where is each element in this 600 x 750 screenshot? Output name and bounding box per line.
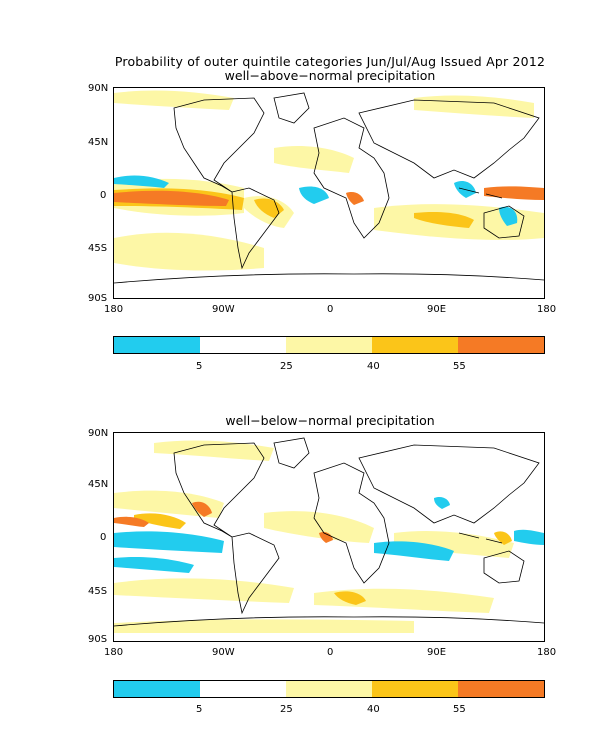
shade-gold xyxy=(494,531,512,545)
greenland-outline xyxy=(273,437,310,469)
colorbar-1-bin-white xyxy=(200,337,286,353)
shade-yellow xyxy=(394,531,514,558)
shade-gold xyxy=(134,513,186,529)
europe-africa-outline xyxy=(313,462,390,584)
colorbar-1-bin-orange xyxy=(458,337,544,353)
panel-1-xtick-180e: 180 xyxy=(537,304,557,315)
panel-1-ytick-90n: 90N xyxy=(88,83,109,94)
panel-1-map-svg xyxy=(114,90,544,284)
shade-cyan xyxy=(114,531,224,553)
colorbar-1-label-40: 40 xyxy=(367,361,380,372)
greenland-outline xyxy=(273,92,310,124)
colorbar-2-bin-cyan xyxy=(114,681,200,697)
north-america-outline xyxy=(173,97,265,193)
antarctica-outline xyxy=(114,616,544,627)
panel-2-ytick-45s: 45S xyxy=(88,586,108,597)
panel-2-xtick-90w: 90W xyxy=(212,647,235,658)
europe-africa-outline xyxy=(313,117,390,239)
panel-2-xtick-90e: 90E xyxy=(427,647,447,658)
panel-1-ytick-45s: 45S xyxy=(88,243,108,254)
indonesia-outline xyxy=(458,532,503,544)
shade-cyan xyxy=(114,556,194,573)
shade-yellow xyxy=(114,619,414,633)
shade-yellow xyxy=(114,232,264,271)
shade-gold xyxy=(254,198,284,218)
shade-yellow xyxy=(414,95,534,118)
shade-yellow xyxy=(114,578,294,603)
colorbar-2-bin-lightyellow xyxy=(286,681,372,697)
panel-1-xtick-0: 0 xyxy=(327,304,334,315)
panel-1-xtick-90w: 90W xyxy=(212,304,235,315)
panel-2-ytick-90s: 90S xyxy=(88,634,108,645)
panel-2-xtick-180e: 180 xyxy=(537,647,557,658)
panel-2-shading xyxy=(114,440,544,633)
colorbar-2-bin-white xyxy=(200,681,286,697)
panel-1-subtitle: well−above−normal precipitation xyxy=(224,68,436,83)
colorbar-1-bin-gold xyxy=(372,337,458,353)
south-america-outline xyxy=(231,532,280,615)
panel-1-xtick-90e: 90E xyxy=(427,304,447,315)
shade-orange xyxy=(114,190,229,206)
shade-cyan xyxy=(434,496,450,509)
shade-cyan xyxy=(499,206,518,226)
asia-outline xyxy=(358,444,540,524)
panel-2-ytick-45n: 45N xyxy=(88,479,109,490)
indonesia-outline xyxy=(458,187,503,199)
colorbar-1-label-5: 5 xyxy=(196,361,203,372)
shade-gold xyxy=(414,211,474,228)
shade-orange xyxy=(319,531,333,543)
panel-1-colorbar xyxy=(113,336,545,354)
shade-orange xyxy=(484,186,544,200)
shade-yellow xyxy=(274,146,354,173)
panel-1-coastlines xyxy=(114,92,544,284)
shade-gold xyxy=(334,591,366,605)
shade-yellow xyxy=(264,511,374,543)
panel-1-map xyxy=(113,87,545,299)
shade-cyan xyxy=(374,541,454,561)
figure-title: Probability of outer quintile categories… xyxy=(114,54,546,69)
shade-orange xyxy=(346,191,364,205)
panel-2-ytick-0: 0 xyxy=(100,532,107,543)
colorbar-2-label-5: 5 xyxy=(196,704,203,715)
australia-outline xyxy=(483,550,525,584)
panel-2-coastlines xyxy=(114,437,544,627)
panel-2-colorbar xyxy=(113,680,545,698)
colorbar-1-bin-cyan xyxy=(114,337,200,353)
panel-2-ytick-90n: 90N xyxy=(88,428,109,439)
panel-2-xtick-180w: 180 xyxy=(104,647,124,658)
north-america-outline xyxy=(173,442,265,538)
australia-outline xyxy=(483,205,525,239)
colorbar-2-bin-gold xyxy=(372,681,458,697)
colorbar-1-bin-lightyellow xyxy=(286,337,372,353)
colorbar-1-label-55: 55 xyxy=(453,361,466,372)
shade-orange xyxy=(192,501,212,517)
colorbar-1-label-25: 25 xyxy=(280,361,293,372)
panel-2-map xyxy=(113,432,545,642)
south-america-outline xyxy=(231,187,280,270)
asia-outline xyxy=(358,99,540,179)
panel-2-xtick-0: 0 xyxy=(327,647,334,658)
panel-1-ytick-90s: 90S xyxy=(88,293,108,304)
panel-1-ytick-45n: 45N xyxy=(88,137,109,148)
panel-1-ytick-0: 0 xyxy=(100,190,107,201)
panel-2-subtitle: well−below−normal precipitation xyxy=(225,413,435,428)
colorbar-2-label-40: 40 xyxy=(367,704,380,715)
shade-orange xyxy=(114,516,149,527)
shade-cyan xyxy=(299,186,329,204)
colorbar-2-label-25: 25 xyxy=(280,704,293,715)
shade-yellow xyxy=(154,440,274,461)
colorbar-2-label-55: 55 xyxy=(453,704,466,715)
antarctica-outline xyxy=(114,273,544,284)
shade-yellow xyxy=(114,90,234,110)
panel-2-map-svg xyxy=(114,437,544,633)
panel-1-xtick-180w: 180 xyxy=(104,304,124,315)
panel-1-shading xyxy=(114,90,544,271)
colorbar-2-bin-orange xyxy=(458,681,544,697)
shade-cyan xyxy=(114,175,169,188)
shade-cyan xyxy=(514,529,544,545)
